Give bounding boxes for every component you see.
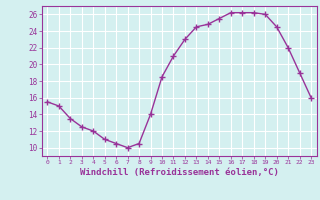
X-axis label: Windchill (Refroidissement éolien,°C): Windchill (Refroidissement éolien,°C) <box>80 168 279 177</box>
